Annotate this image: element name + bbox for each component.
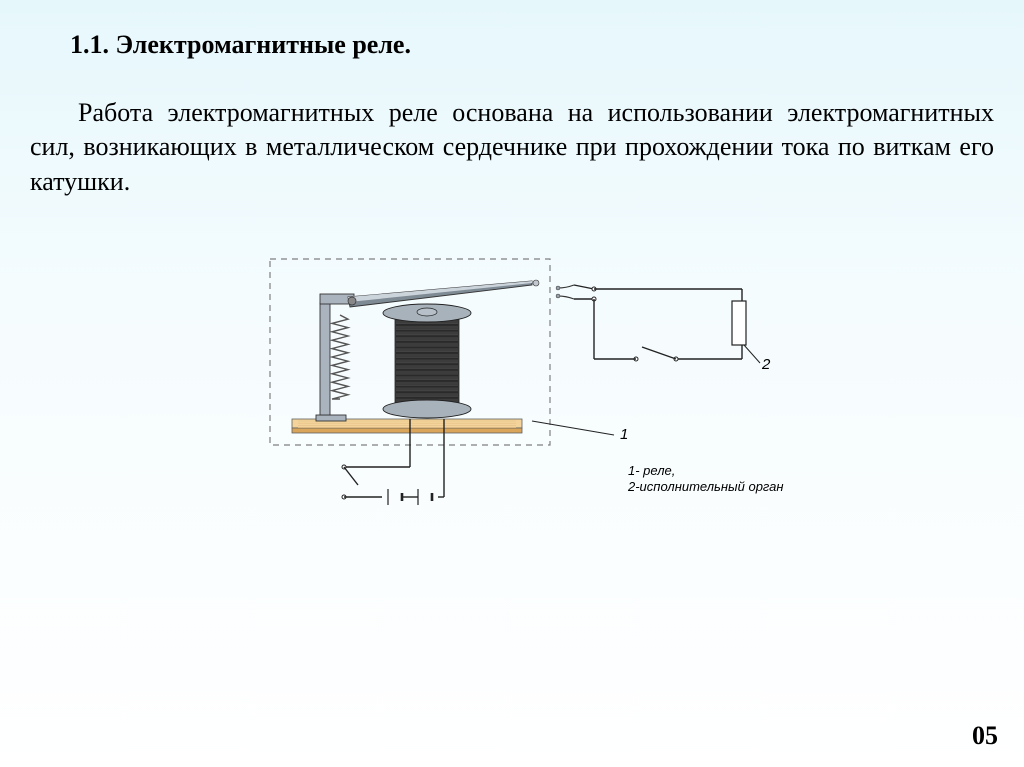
relay-diagram: 1 2 1- реле,2-исполнительный орган <box>232 249 792 549</box>
page-number: 05 <box>972 721 998 751</box>
figure-container: 1 2 1- реле,2-исполнительный орган <box>30 249 994 549</box>
svg-text:1- реле,: 1- реле, <box>628 463 675 478</box>
section-heading: 1.1. Электромагнитные реле. <box>70 30 994 60</box>
svg-text:2: 2 <box>761 356 771 373</box>
svg-text:1: 1 <box>620 426 628 443</box>
body-paragraph: Работа электромагнитных реле основана на… <box>30 96 994 199</box>
svg-text:2-исполнительный орган: 2-исполнительный орган <box>627 479 784 494</box>
